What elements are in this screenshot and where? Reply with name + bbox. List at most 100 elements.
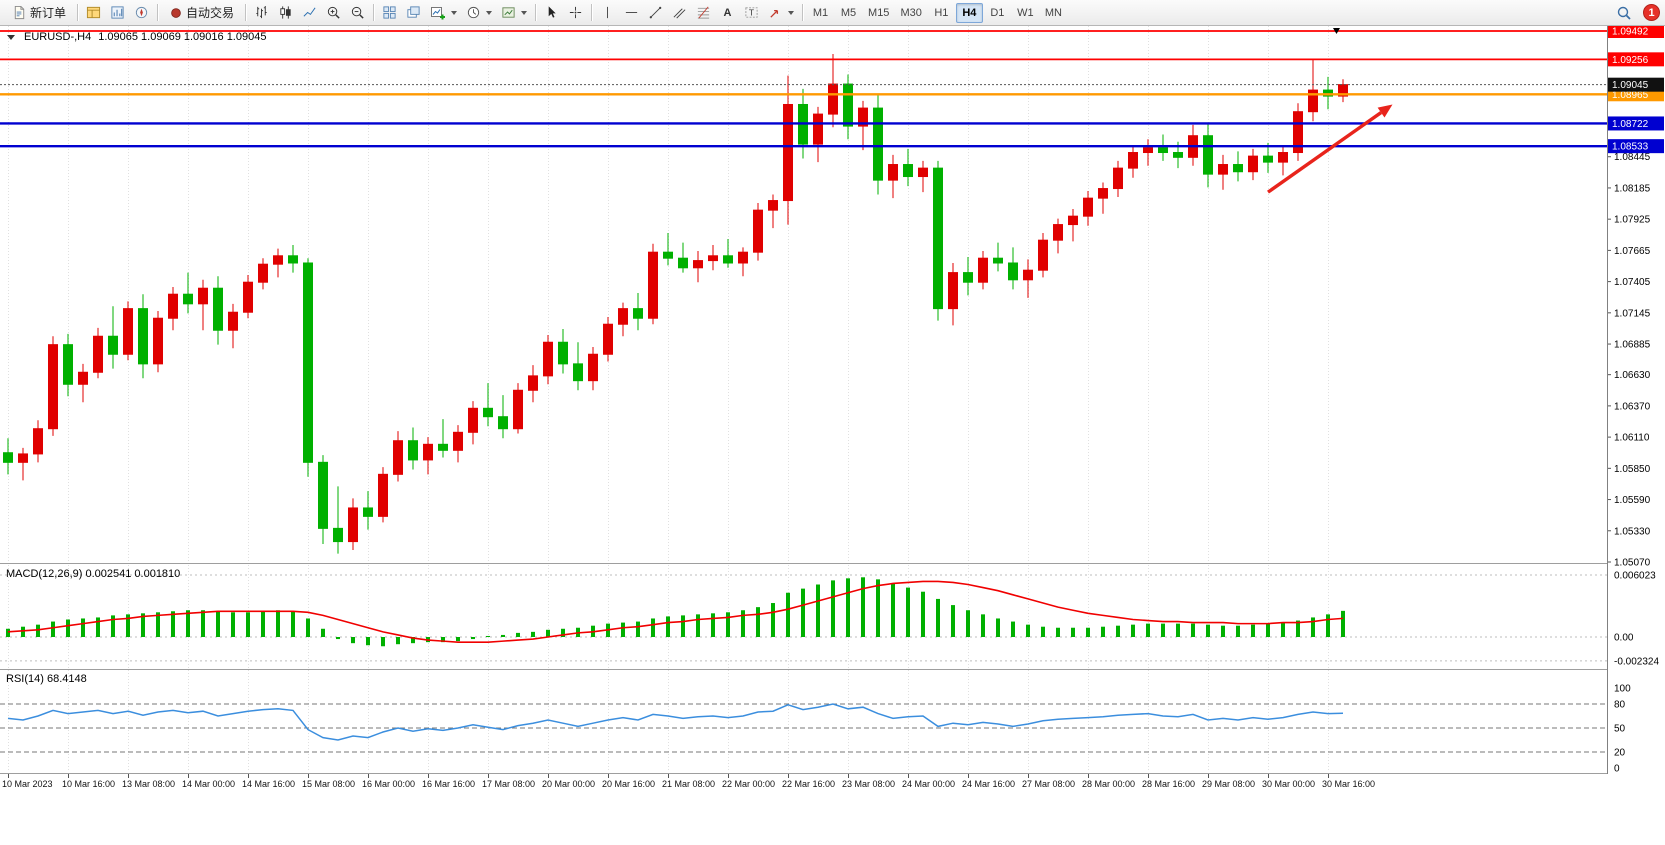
timeframe-button-m30[interactable]: M30 <box>900 6 922 19</box>
navigator-button[interactable] <box>130 2 153 23</box>
timeframe-button-m1[interactable]: M1 <box>812 6 829 19</box>
data-window-button[interactable] <box>106 2 129 23</box>
trend-arrow-shaft <box>1267 111 1383 194</box>
time-axis-label: 22 Mar 00:00 <box>722 779 775 789</box>
search-button[interactable] <box>1612 2 1636 23</box>
cascade-windows-button[interactable] <box>402 2 425 23</box>
time-axis-label: 30 Mar 00:00 <box>1262 779 1315 789</box>
price-axis-tick-label: 1.08185 <box>1614 183 1651 194</box>
candle <box>1338 84 1348 97</box>
equidistant-channel-button[interactable] <box>668 2 691 23</box>
line-chart-button[interactable] <box>298 2 321 23</box>
cursor-icon <box>548 6 556 18</box>
auto-trading-label: 自动交易 <box>186 6 235 20</box>
price-axis-tick-label: 1.05850 <box>1614 464 1651 475</box>
zoom-in-button[interactable] <box>322 2 345 23</box>
candle <box>1053 224 1063 241</box>
zoom-out-button[interactable] <box>346 2 369 23</box>
price-axis-tick-label: 1.06110 <box>1614 433 1650 444</box>
timeframe-button-m15[interactable]: M15 <box>868 6 890 19</box>
notification-count: 1 <box>1648 6 1655 19</box>
bar-chart-button[interactable] <box>250 2 273 23</box>
candle <box>618 308 628 325</box>
toolbar-separator <box>157 4 159 21</box>
candle <box>1143 147 1153 154</box>
bar-chart-icon <box>256 5 267 19</box>
price-badge: 1.08722 <box>1608 116 1664 131</box>
candle <box>258 263 268 283</box>
candle <box>513 389 523 430</box>
rsi-axis-label: 50 <box>1614 724 1626 735</box>
candle <box>138 308 148 365</box>
candle <box>1293 111 1303 154</box>
timeframe-button-d1[interactable]: D1 <box>990 6 1005 19</box>
auto-trading-icon <box>171 7 181 18</box>
candle <box>963 272 973 283</box>
candle <box>363 507 373 517</box>
price-axis-tick-label: 1.07405 <box>1614 277 1651 288</box>
candle <box>318 461 328 529</box>
period-button[interactable] <box>462 2 496 23</box>
new-order-button[interactable]: 新订单 <box>5 2 73 23</box>
candle <box>63 344 73 385</box>
candle <box>933 167 943 310</box>
svg-text:T: T <box>749 7 754 17</box>
time-axis-label: 16 Mar 00:00 <box>362 779 415 789</box>
candle <box>333 527 343 543</box>
timeframe-button-mn[interactable]: MN <box>1044 6 1062 19</box>
candle <box>1083 197 1093 217</box>
candle <box>993 257 1003 264</box>
price-badge: 1.09492 <box>1608 24 1664 38</box>
time-axis[interactable]: 10 Mar 2023 10 Mar 16:00 13 Mar 08:00 14 Ma… <box>2 774 1375 789</box>
new-order-label: 新订单 <box>30 6 67 20</box>
data-window-icon <box>111 6 124 19</box>
trend-arrow-annotation[interactable] <box>1267 104 1393 194</box>
candle <box>483 407 493 418</box>
templates-button[interactable] <box>497 2 531 23</box>
chevron-down-icon <box>451 10 458 15</box>
candle <box>738 251 748 264</box>
fibonacci-button[interactable] <box>692 2 715 23</box>
tile-windows-button[interactable] <box>378 2 401 23</box>
zoom-out-icon <box>351 6 364 19</box>
price-axis-tick-label: 1.07145 <box>1614 308 1651 319</box>
crosshair-button[interactable] <box>564 2 587 23</box>
candle <box>228 311 238 331</box>
price-badge: 1.09045 <box>1608 77 1664 92</box>
chart-menu-arrow[interactable] <box>7 34 15 40</box>
fibonacci-icon <box>697 6 710 19</box>
timeframe-button-h4[interactable]: H4 <box>955 2 983 23</box>
text-button[interactable]: A <box>716 2 739 23</box>
label-button[interactable]: T <box>740 2 763 23</box>
cursor-button[interactable] <box>540 2 563 23</box>
price-badge-box <box>1608 52 1664 67</box>
notification-badge[interactable]: 1 <box>1643 4 1660 21</box>
horizontal-line-button[interactable] <box>620 2 643 23</box>
timeframe-button-h1[interactable]: H1 <box>934 6 949 19</box>
market-watch-button[interactable] <box>82 2 105 23</box>
candle <box>303 262 313 463</box>
candle <box>1128 152 1138 169</box>
macd-panel <box>0 574 1607 662</box>
price-badge-label: 1.09492 <box>1612 27 1649 38</box>
candle <box>948 272 958 310</box>
trendline-button[interactable] <box>644 2 667 23</box>
vertical-line-button[interactable] <box>596 2 619 23</box>
price-axis[interactable]: 1.08445 1.08185 1.07925 1.07665 1.07405 1.071… <box>1608 152 1659 775</box>
new-chart-button[interactable] <box>426 2 461 23</box>
market-watch-icon <box>86 6 101 19</box>
toolbar-separator <box>535 4 537 21</box>
candlestick-chart-button[interactable] <box>274 2 297 23</box>
timeframe-button-w1[interactable]: W1 <box>1017 6 1034 19</box>
candle <box>213 287 223 331</box>
crosshair-icon <box>569 6 582 19</box>
shapes-button[interactable] <box>764 2 798 23</box>
candle <box>198 287 208 305</box>
candle <box>573 363 583 382</box>
timeframe-button-m5[interactable]: M5 <box>840 6 857 19</box>
price-axis-tick-label: 1.07925 <box>1614 215 1651 226</box>
auto-trading-button[interactable]: 自动交易 <box>162 2 241 23</box>
macd-axis-label: 0.00 <box>1614 633 1634 644</box>
candle <box>243 281 253 313</box>
